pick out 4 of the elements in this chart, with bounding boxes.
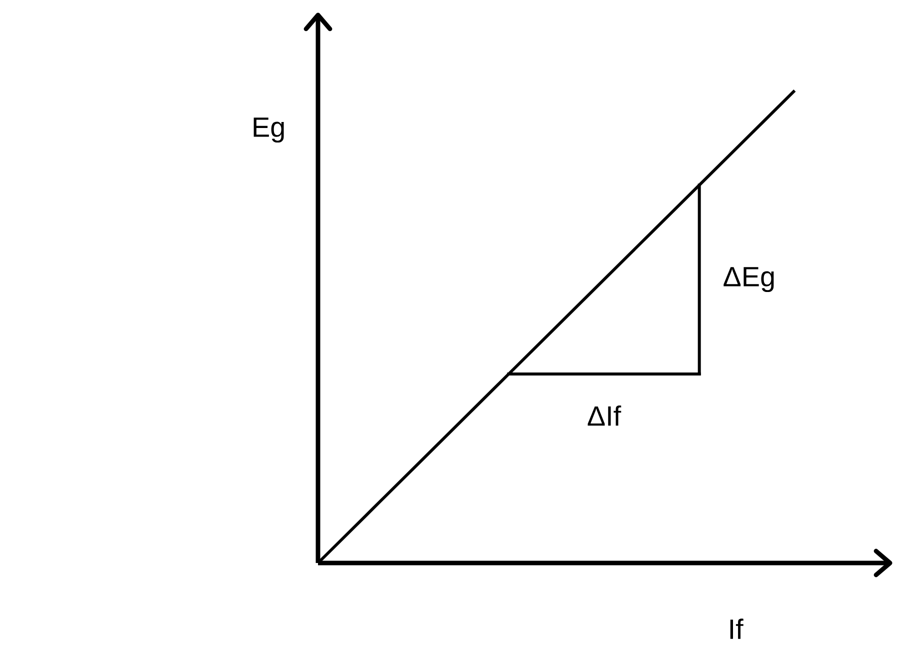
- annotation: ΔEg: [724, 267, 774, 292]
- x-axis-title: If: [730, 618, 744, 639]
- y-axis-title: Eg: [254, 118, 284, 143]
- annotation: ΔIf: [588, 405, 622, 426]
